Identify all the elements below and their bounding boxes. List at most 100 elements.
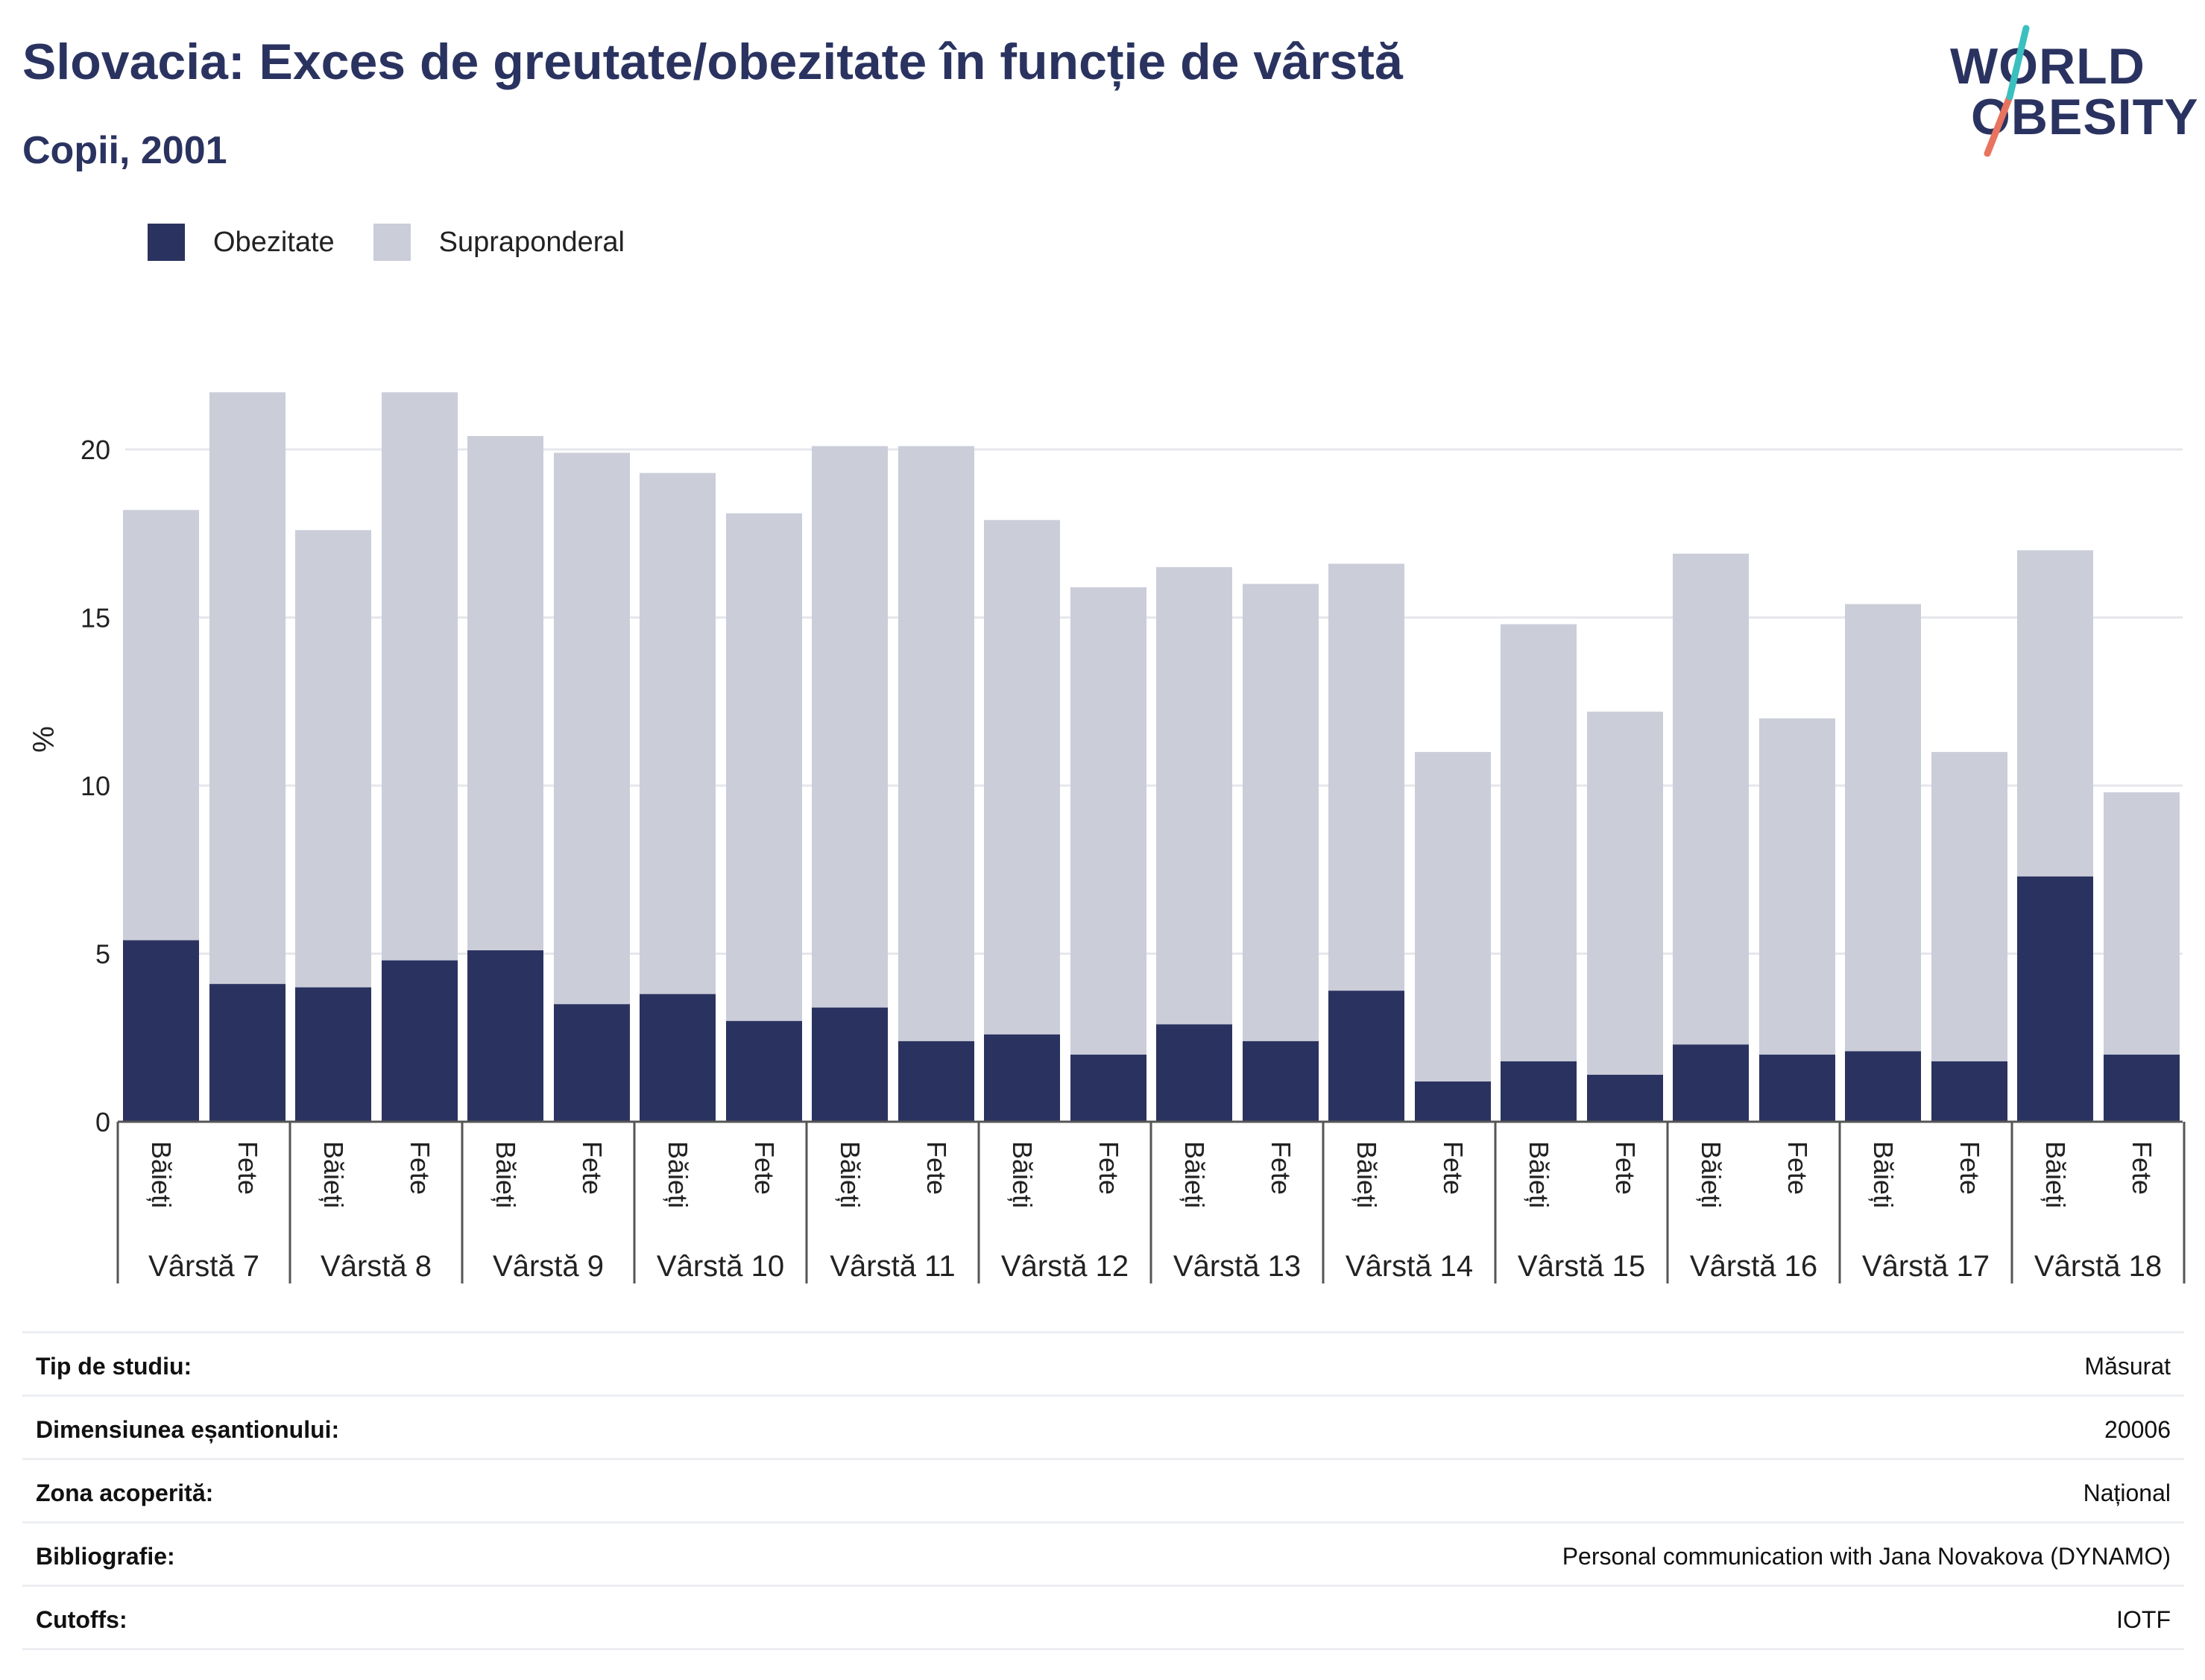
x-category-label: Băieți	[318, 1141, 349, 1208]
bar-supraponderal	[295, 530, 371, 988]
x-group-label: Vârstă 16	[1690, 1250, 1817, 1283]
x-category-label: Băieți	[1524, 1141, 1554, 1208]
legend-swatch-supraponderal	[373, 224, 411, 261]
bar-supraponderal	[1587, 711, 1663, 1075]
x-category-label: Fete	[405, 1141, 435, 1195]
x-category-label: Băieți	[2040, 1141, 2071, 1208]
x-category-label: Băieți	[490, 1141, 521, 1208]
bar-obezitate	[1759, 1054, 1835, 1122]
bar-obezitate	[2017, 876, 2093, 1122]
x-group-label: Vârstă 11	[830, 1250, 955, 1283]
x-category-label: Fete	[1955, 1141, 1985, 1195]
info-value: Măsurat	[2084, 1353, 2171, 1380]
x-group-label: Vârstă 10	[657, 1250, 784, 1283]
logo-text-world: WORLD	[1950, 38, 2145, 95]
bar-obezitate	[1501, 1061, 1577, 1122]
x-group-label: Vârstă 17	[1862, 1250, 1990, 1283]
x-category-label: Băieți	[1696, 1141, 1726, 1208]
x-group-label: Vârstă 12	[1001, 1250, 1129, 1283]
bar-obezitate	[898, 1040, 974, 1122]
info-row: Tip de studiu: Măsurat	[22, 1331, 2184, 1395]
bar-obezitate	[812, 1007, 888, 1122]
world-obesity-logo: WORLD OBESITY	[1938, 22, 2198, 157]
bar-supraponderal	[467, 435, 543, 950]
bar-obezitate	[382, 960, 458, 1122]
bar-obezitate	[1243, 1040, 1319, 1122]
bar-supraponderal	[1759, 718, 1835, 1055]
x-group-label: Vârstă 9	[493, 1250, 604, 1283]
bar-supraponderal	[554, 452, 630, 1005]
bar-obezitate	[1156, 1024, 1232, 1122]
info-value: 20006	[2104, 1416, 2171, 1443]
x-category-label: Fete	[921, 1141, 952, 1195]
x-category-label: Fete	[749, 1141, 780, 1195]
x-category-label: Băieți	[1007, 1141, 1038, 1208]
y-tick-label: 20	[81, 435, 110, 465]
x-category-label: Fete	[1782, 1141, 1813, 1195]
x-group-label: Vârstă 15	[1518, 1250, 1645, 1283]
bar-obezitate	[1673, 1044, 1749, 1122]
bar-supraponderal	[382, 392, 458, 961]
info-label: Dimensiunea eșantionului:	[36, 1416, 340, 1443]
y-tick-label: 15	[81, 603, 110, 634]
bar-supraponderal	[984, 520, 1060, 1035]
info-label: Bibliografie:	[36, 1543, 175, 1570]
bar-obezitate	[2104, 1054, 2180, 1122]
chart-subtitle: Copii, 2001	[22, 129, 227, 172]
x-category-label: Băieți	[835, 1141, 865, 1208]
bar-obezitate	[1328, 991, 1404, 1122]
bar-obezitate	[295, 987, 371, 1122]
x-group-label: Vârstă 14	[1346, 1250, 1473, 1283]
bar-obezitate	[467, 950, 543, 1122]
y-tick-label: 5	[95, 939, 110, 970]
x-category-label: Băieți	[1351, 1141, 1382, 1208]
x-category-label: Fete	[1094, 1141, 1124, 1195]
chart-title: Slovacia: Exces de greutate/obezitate în…	[22, 34, 1403, 90]
info-row: Cutoffs: IOTF	[22, 1585, 2184, 1650]
y-axis-label: %	[28, 726, 60, 753]
x-category-label: Fete	[233, 1141, 263, 1195]
x-category-label: Fete	[2127, 1141, 2157, 1195]
bar-supraponderal	[1156, 566, 1232, 1025]
info-label: Zona acoperită:	[36, 1480, 214, 1506]
x-category-label: Băieți	[1179, 1141, 1210, 1208]
x-category-label: Băieți	[146, 1141, 177, 1208]
x-category-label: Băieți	[663, 1141, 693, 1208]
x-group-label: Vârstă 18	[2034, 1250, 2162, 1283]
info-value: Personal communication with Jana Novakov…	[1562, 1543, 2171, 1570]
legend-swatch-obezitate	[148, 224, 185, 261]
x-group-label: Vârstă 7	[148, 1250, 259, 1283]
bar-supraponderal	[1243, 584, 1319, 1041]
bar-supraponderal	[640, 473, 716, 994]
bar-supraponderal	[209, 392, 286, 985]
bar-obezitate	[123, 940, 199, 1122]
x-category-label: Fete	[577, 1141, 608, 1195]
info-value: Național	[2083, 1480, 2171, 1506]
bar-supraponderal	[1501, 624, 1577, 1061]
x-group-label: Vârstă 8	[321, 1250, 432, 1283]
info-label: Tip de studiu:	[36, 1353, 192, 1380]
bar-obezitate	[640, 994, 716, 1122]
legend-label-supraponderal: Supraponderal	[438, 226, 625, 258]
logo-slash-icon	[1984, 25, 2030, 157]
info-label: Cutoffs:	[36, 1606, 127, 1633]
bar-supraponderal	[1415, 751, 1491, 1081]
legend-item-supraponderal: Supraponderal	[373, 224, 625, 261]
bar-supraponderal	[1673, 553, 1749, 1045]
x-category-label: Fete	[1610, 1141, 1641, 1195]
info-row: Dimensiunea eșantionului: 20006	[22, 1395, 2184, 1458]
info-row: Zona acoperită: Național	[22, 1458, 2184, 1521]
bar-obezitate	[1931, 1061, 2007, 1122]
bar-supraponderal	[1328, 563, 1404, 991]
info-value: IOTF	[2116, 1606, 2171, 1633]
bar-supraponderal	[123, 510, 199, 941]
x-category-label: Fete	[1438, 1141, 1469, 1195]
legend-item-obezitate: Obezitate	[148, 224, 335, 261]
bar-obezitate	[984, 1034, 1060, 1122]
bar-supraponderal	[1931, 751, 2007, 1061]
bar-obezitate	[554, 1004, 630, 1122]
x-category-label: Fete	[1266, 1141, 1296, 1195]
chart-legend: Obezitate Supraponderal	[148, 224, 663, 261]
bar-supraponderal	[1845, 604, 1921, 1052]
stacked-bar-chart: 0 5 10 15 20% Băieți Fete Vârstă 7 Băieți Fete Vâr…	[28, 392, 2186, 1283]
